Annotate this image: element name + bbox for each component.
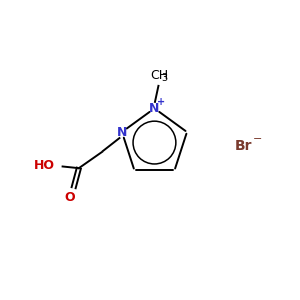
Text: Br: Br — [235, 139, 252, 152]
Text: −: − — [253, 134, 262, 144]
Text: HO: HO — [34, 159, 55, 172]
Text: 3: 3 — [161, 73, 167, 83]
Text: CH: CH — [150, 69, 168, 82]
Text: N: N — [149, 102, 160, 115]
Text: N: N — [117, 125, 127, 139]
Text: O: O — [65, 191, 75, 204]
Text: +: + — [157, 98, 165, 107]
